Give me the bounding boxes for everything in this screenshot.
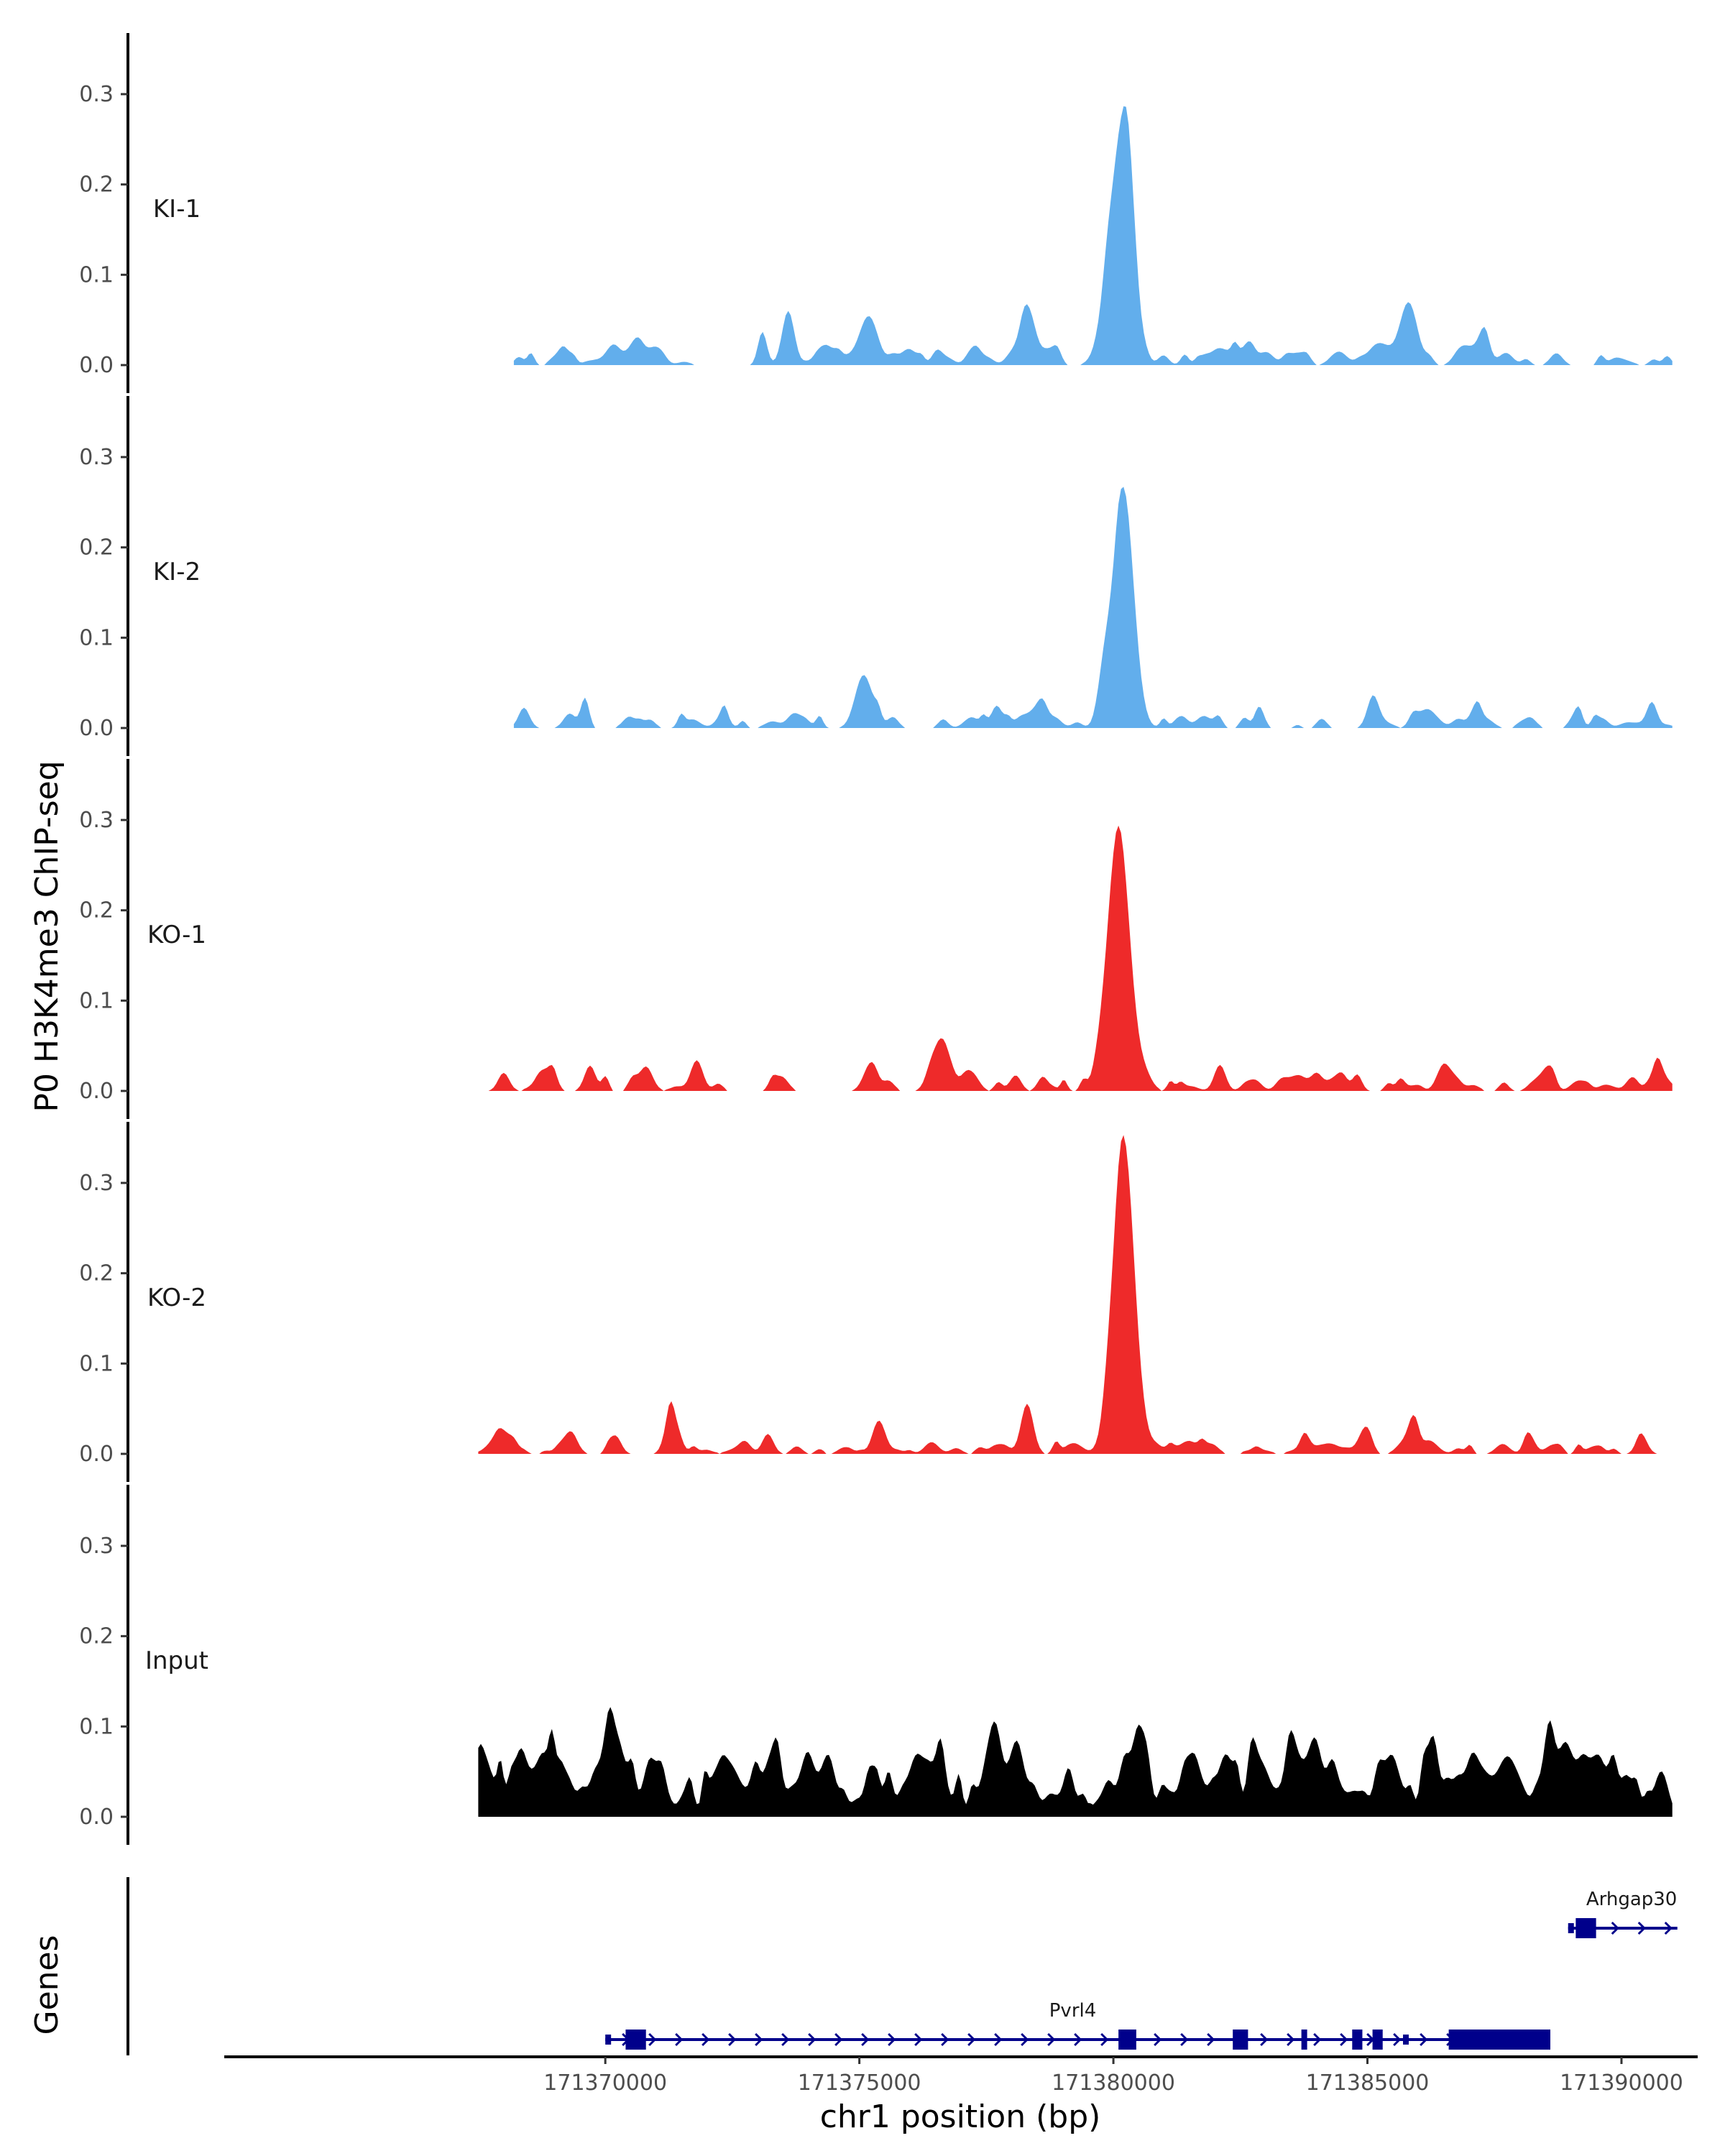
track-label: KI-1 — [153, 195, 201, 224]
y-tick-label: 0.3 — [79, 82, 114, 107]
strand-arrow — [1340, 2032, 1348, 2047]
signal-area — [478, 1707, 1673, 1817]
strand-arrow — [1260, 2032, 1269, 2047]
strand-arrow — [1393, 2032, 1402, 2047]
gene-pvrl4: Pvrl4 — [605, 2000, 1550, 2050]
strand-arrow — [1100, 2032, 1109, 2047]
y-tick-label: 0.1 — [79, 1351, 114, 1376]
track-label: KO-1 — [147, 921, 206, 949]
strand-arrow — [728, 2032, 737, 2047]
y-tick-label: 0.2 — [79, 898, 114, 923]
strand-arrow — [1047, 2032, 1056, 2047]
strand-arrow — [1287, 2032, 1295, 2047]
gene-exon — [605, 2035, 612, 2045]
y-tick-label: 0.0 — [79, 1805, 114, 1830]
strand-arrow — [941, 2032, 949, 2047]
strand-arrow — [808, 2032, 816, 2047]
gene-label: Pvrl4 — [1049, 2000, 1097, 2022]
strand-arrow — [1180, 2032, 1189, 2047]
gene-label: Arhgap30 — [1586, 1889, 1678, 1910]
y-tick-label: 0.1 — [79, 625, 114, 650]
gene-arhgap30: Arhgap30 — [1568, 1889, 1678, 1938]
y-tick-label: 0.2 — [79, 1624, 114, 1649]
strand-arrow — [1021, 2032, 1029, 2047]
track-panel-ko-1: 0.0 0.1 0.2 0.3 KO-1 — [79, 759, 1673, 1119]
x-axis: 171370000 171375000 171380000 171385000 1713… — [224, 2055, 1698, 2096]
y-tick-label: 0.0 — [79, 353, 114, 378]
gene-exon — [1568, 1923, 1574, 1933]
gene-exon — [1448, 2030, 1550, 2050]
track-label: KO-2 — [147, 1284, 206, 1312]
gene-exon — [1301, 2030, 1307, 2050]
track-label: Input — [145, 1646, 208, 1675]
y-tick-label: 0.3 — [79, 808, 114, 833]
y-axis-title: P0 H3K4me3 ChIP-seq — [29, 760, 65, 1112]
track-panel-input: 0.0 0.1 0.2 0.3 Input — [79, 1485, 1673, 1845]
track-label: KI-2 — [153, 558, 201, 586]
strand-arrow — [1611, 1921, 1619, 1935]
y-tick-label: 0.0 — [79, 1079, 114, 1104]
genes-layer: Pvrl4 Arhgap30 — [126, 1877, 1678, 2055]
y-tick-label: 0.3 — [79, 1534, 114, 1559]
y-tick-label: 0.2 — [79, 1261, 114, 1286]
y-tick-label: 0.3 — [79, 1171, 114, 1196]
x-tick-label: 171385000 — [1306, 2070, 1430, 2096]
strand-arrow — [648, 2032, 657, 2047]
x-tick-label: 171375000 — [798, 2070, 921, 2096]
strand-arrow — [1207, 2032, 1215, 2047]
y-tick-label: 0.1 — [79, 988, 114, 1013]
strand-arrow — [1637, 1921, 1646, 1935]
strand-arrow — [1664, 1921, 1673, 1935]
strand-arrow — [861, 2032, 870, 2047]
strand-arrow — [755, 2032, 763, 2047]
gene-exon — [1352, 2030, 1363, 2050]
strand-arrow — [1074, 2032, 1082, 2047]
y-tick-label: 0.1 — [79, 262, 114, 287]
strand-arrow — [967, 2032, 976, 2047]
strand-arrow — [994, 2032, 1003, 2047]
strand-arrow — [1154, 2032, 1162, 2047]
gene-exon — [1576, 1918, 1596, 1938]
y-tick-label: 0.3 — [79, 445, 114, 470]
x-tick-label: 171370000 — [543, 2070, 667, 2096]
genes-panel-title: Genes — [29, 1935, 65, 2035]
y-tick-label: 0.2 — [79, 172, 114, 198]
gene-exon — [1233, 2030, 1248, 2050]
y-tick-label: 0.0 — [79, 716, 114, 741]
strand-arrow — [1313, 2032, 1322, 2047]
strand-arrow — [834, 2032, 843, 2047]
strand-arrow — [702, 2032, 710, 2047]
strand-arrow — [888, 2032, 896, 2047]
tracks-layer: 0.00.10.20.3KI-10.00.10.20.3KI-20.00.10.… — [79, 33, 1673, 1845]
gene-exon — [1372, 2030, 1383, 2050]
gene-exon — [1403, 2035, 1409, 2045]
strand-arrow — [675, 2032, 684, 2047]
x-tick-label: 171390000 — [1560, 2070, 1683, 2096]
track-panel-ko-2: 0.0 0.1 0.2 0.3 KO-2 — [79, 1122, 1673, 1482]
gene-exon — [625, 2030, 646, 2050]
track-panel-ki-2: 0.0 0.1 0.2 0.3 KI-2 — [79, 396, 1673, 756]
strand-arrow — [1420, 2032, 1428, 2047]
x-tick-label: 171380000 — [1052, 2070, 1175, 2096]
strand-arrow — [781, 2032, 790, 2047]
x-axis-title: chr1 position (bp) — [820, 2099, 1101, 2135]
y-tick-label: 0.2 — [79, 535, 114, 561]
track-panel-ki-1: 0.0 0.1 0.2 0.3 KI-1 — [79, 33, 1673, 393]
y-tick-label: 0.0 — [79, 1442, 114, 1467]
strand-arrow — [914, 2032, 923, 2047]
gene-exon — [1118, 2030, 1136, 2050]
y-tick-label: 0.1 — [79, 1714, 114, 1739]
